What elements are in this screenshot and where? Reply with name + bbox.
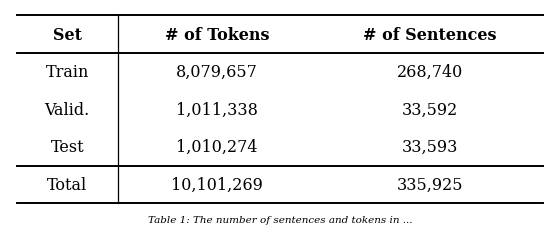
Text: # of Sentences: # of Sentences	[363, 26, 497, 43]
Text: Total: Total	[47, 176, 87, 193]
Text: 8,079,657: 8,079,657	[176, 64, 258, 81]
Text: 1,010,274: 1,010,274	[176, 139, 258, 156]
Text: Valid.: Valid.	[45, 101, 90, 118]
Text: 268,740: 268,740	[396, 64, 463, 81]
Text: Test: Test	[50, 139, 84, 156]
Text: 33,593: 33,593	[402, 139, 458, 156]
Text: 1,011,338: 1,011,338	[176, 101, 258, 118]
Text: 10,101,269: 10,101,269	[171, 176, 263, 193]
Text: 335,925: 335,925	[396, 176, 463, 193]
Text: Set: Set	[53, 26, 82, 43]
Text: Train: Train	[45, 64, 89, 81]
Text: Table 1: The number of sentences and tokens in ...: Table 1: The number of sentences and tok…	[148, 215, 412, 224]
Text: # of Tokens: # of Tokens	[165, 26, 269, 43]
Text: 33,592: 33,592	[402, 101, 458, 118]
